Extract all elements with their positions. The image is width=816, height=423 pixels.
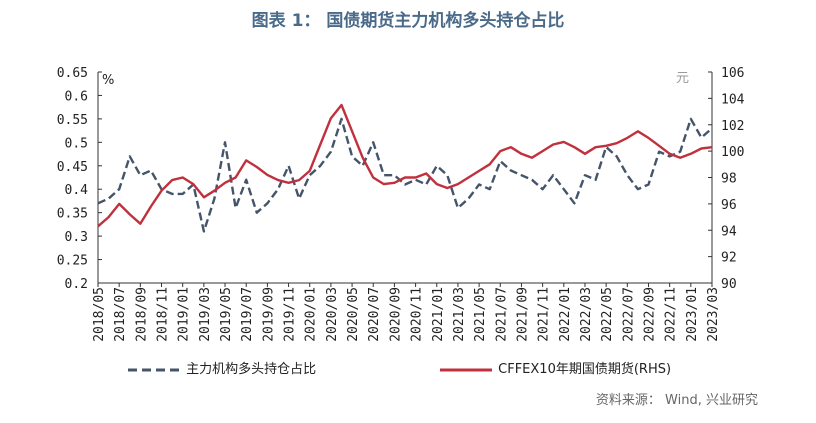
- x-tick-label: 2022/09: [642, 287, 657, 342]
- x-tick-label: 2020/05: [346, 287, 361, 342]
- legend-label-left-series: 主力机构多头持仓占比: [186, 362, 317, 377]
- y-left-unit: %: [102, 73, 114, 88]
- x-tick-label: 2019/05: [219, 287, 234, 342]
- y-right-tick-label: 102: [721, 119, 744, 134]
- x-tick-label: 2021/03: [452, 287, 467, 342]
- x-tick-label: 2022/03: [579, 287, 594, 342]
- x-tick-label: 2021/05: [473, 287, 488, 342]
- x-tick-label: 2020/03: [325, 287, 340, 342]
- x-tick-label: 2021/09: [515, 287, 530, 342]
- y-right-tick-label: 96: [721, 198, 737, 213]
- x-tick-label: 2019/01: [177, 287, 192, 342]
- x-tick-label: 2022/05: [600, 287, 615, 342]
- legend-item-left-series: 主力机构多头持仓占比: [126, 358, 316, 377]
- y-left-tick-label: 0.2: [65, 277, 88, 292]
- y-left-tick-label: 0.25: [57, 254, 88, 269]
- x-tick-label: 2020/11: [410, 287, 425, 342]
- x-tick-label: 2018/07: [113, 287, 128, 342]
- series-line-long-position-ratio: [97, 117, 713, 233]
- y-left-tick-label: 0.6: [65, 89, 88, 104]
- x-tick-label: 2021/01: [431, 287, 446, 342]
- x-tick-label: 2023/01: [685, 287, 700, 342]
- axes: 0.2 0.25 0.3 0.35 0.4 0.45 0.5 0.55 0.6 0.65 90 92 9…: [57, 66, 745, 342]
- x-tick-label: 2019/07: [240, 287, 255, 342]
- series-line-treasury-futures-price: [97, 103, 713, 228]
- y-left-tick-label: 0.5: [65, 136, 88, 151]
- y-left-tick-label: 0.55: [57, 113, 88, 128]
- x-tick-label: 2023/03: [706, 287, 721, 342]
- y-left-tick-label: 0.4: [65, 183, 89, 198]
- y-right-tick-label: 90: [721, 277, 737, 292]
- chart-title: 图表 1： 国债期货主力机构多头持仓占比: [251, 11, 565, 31]
- x-tick-label: 2019/03: [198, 287, 213, 342]
- y-left-tick-label: 0.3: [65, 230, 88, 245]
- y-left-tick-label: 0.35: [57, 207, 88, 222]
- legend-item-right-series: CFFEX10年期国债期货(RHS): [438, 358, 671, 377]
- x-tick-label: 2022/07: [621, 287, 636, 342]
- x-tick-label: 2018/09: [134, 287, 149, 342]
- legend-label-right-series: CFFEX10年期国债期货(RHS): [498, 362, 672, 377]
- legend-swatch-dashed: [128, 368, 180, 371]
- plot-area: [97, 103, 713, 233]
- y-right-tick-label: 106: [721, 66, 744, 81]
- y-right-unit: 元: [676, 71, 689, 86]
- x-tick-label: 2020/07: [367, 287, 382, 342]
- x-tick-label: 2020/01: [304, 287, 319, 342]
- y-right-tick-label: 98: [721, 172, 737, 187]
- x-tick-label: 2022/01: [558, 287, 573, 342]
- y-right-tick-label: 94: [721, 224, 737, 239]
- x-tick-label: 2019/09: [261, 287, 276, 342]
- x-tick-label: 2021/07: [494, 287, 509, 342]
- y-left-tick-label: 0.45: [57, 160, 88, 175]
- x-tick-label: 2022/11: [664, 287, 679, 342]
- x-tick-label: 2018/11: [156, 287, 171, 342]
- x-tick-label: 2021/11: [537, 287, 552, 342]
- x-tick-label: 2019/11: [283, 287, 298, 342]
- y-right-tick-label: 100: [721, 145, 744, 160]
- legend-swatch-solid: [440, 368, 492, 371]
- y-right-tick-label: 104: [721, 92, 745, 107]
- x-tick-label: 2020/09: [388, 287, 403, 342]
- y-right-tick-label: 92: [721, 251, 737, 266]
- y-left-tick-label: 0.65: [57, 66, 88, 81]
- x-tick-label: 2018/05: [92, 287, 107, 342]
- source-note: 资料来源： Wind, 兴业研究: [595, 393, 758, 408]
